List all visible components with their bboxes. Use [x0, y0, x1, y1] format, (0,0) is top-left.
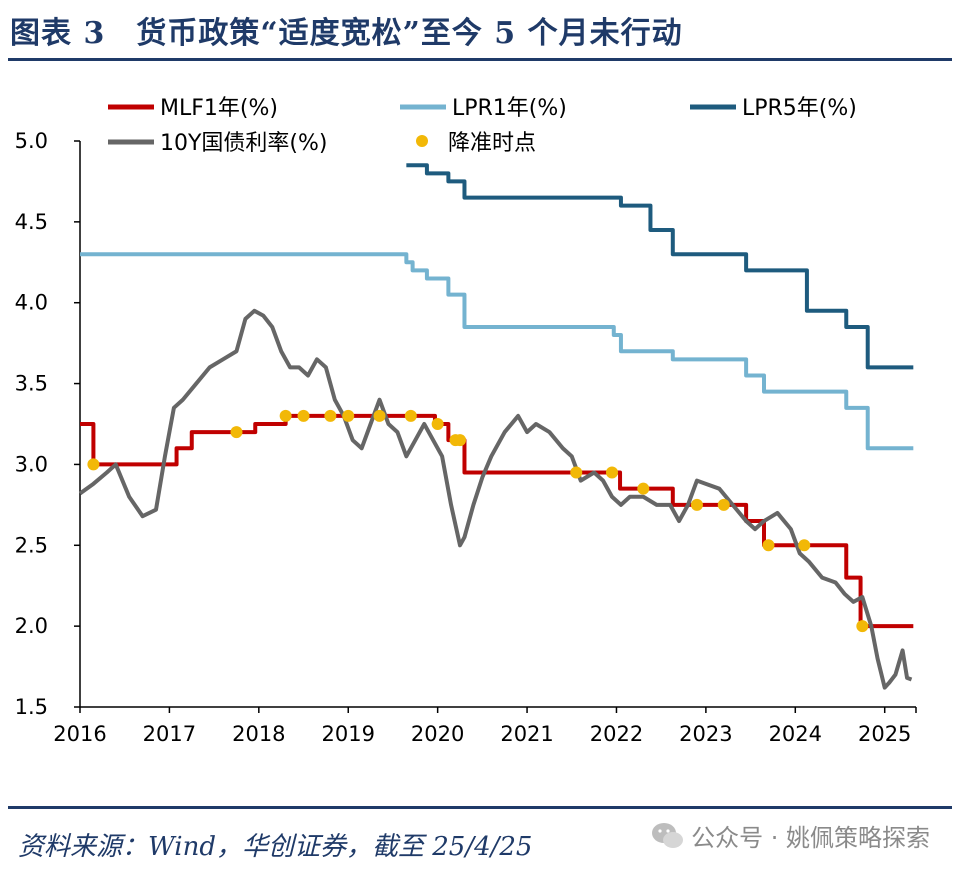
bottom-rule	[8, 806, 952, 809]
legend-label: MLF1年(%)	[160, 96, 278, 121]
x-tick-label: 2017	[143, 722, 196, 746]
rrr-cut-point	[87, 458, 100, 471]
rrr-cut-point	[431, 418, 444, 430]
rrr-cut-point	[454, 434, 466, 447]
rrr-cut-point	[373, 409, 386, 422]
figure-title: 图表 3 货币政策“适度宽松”至今 5 个月未行动	[10, 16, 683, 51]
legend-label: LPR5年(%)	[742, 96, 857, 121]
y-tick-label: 4.0	[15, 291, 48, 315]
rrr-cut-point	[762, 539, 775, 552]
rrr-cut-point	[717, 498, 730, 511]
y-tick-label: 5.0	[15, 129, 48, 153]
watermark: 公众号 · 姚佩策略探索	[651, 818, 930, 853]
x-tick-label: 2021	[500, 722, 553, 746]
top-rule	[8, 58, 952, 61]
x-tick-label: 2025	[858, 722, 911, 746]
x-tick-label: 2016	[53, 722, 106, 746]
x-tick-label: 2024	[769, 722, 822, 746]
y-tick-label: 4.5	[15, 210, 48, 234]
wechat-icon	[651, 821, 685, 851]
y-tick-label: 2.5	[15, 533, 48, 557]
rrr-cut-point	[637, 482, 650, 495]
legend-label: 降准时点	[448, 131, 536, 156]
legend-label: LPR1年(%)	[452, 96, 567, 121]
x-tick-label: 2020	[411, 722, 464, 746]
lpr5-line	[406, 163, 914, 370]
rrr-cut-point	[230, 426, 243, 439]
rrr-cut-point	[279, 409, 292, 422]
source-note: 资料来源：Wind，华创证券，截至 25/4/25	[18, 832, 533, 862]
y-tick-label: 3.5	[15, 372, 48, 396]
bond10y-line	[78, 308, 913, 690]
y-tick-label: 1.5	[15, 695, 48, 719]
legend-label: 10Y国债利率(%)	[160, 131, 328, 156]
rrr-cut-point	[297, 409, 310, 422]
rrr-cut-point	[856, 620, 869, 633]
watermark-text: 公众号 · 姚佩策略探索	[691, 824, 930, 852]
x-tick-label: 2022	[590, 722, 643, 746]
legend-marker	[416, 135, 428, 147]
rrr-cut-point	[324, 409, 337, 422]
y-tick-label: 3.0	[15, 452, 48, 476]
rrr-cut-point	[404, 409, 417, 422]
rrr-cut-point	[606, 466, 618, 479]
y-tick-label: 2.0	[15, 614, 48, 638]
lpr1-line	[80, 252, 914, 451]
rrr-cut-point	[570, 466, 583, 479]
rrr-cut-point	[798, 539, 811, 552]
x-tick-label: 2018	[232, 722, 285, 746]
x-tick-label: 2019	[322, 722, 375, 746]
x-tick-label: 2023	[679, 722, 732, 746]
rrr-cut-point	[690, 498, 703, 511]
rrr-cut-point	[342, 409, 355, 422]
